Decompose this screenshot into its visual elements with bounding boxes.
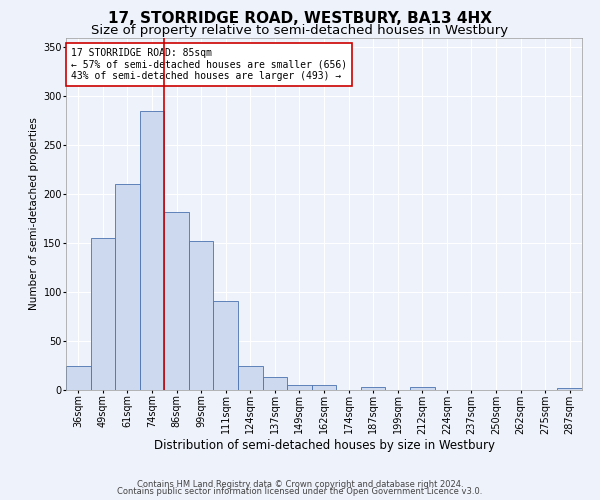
X-axis label: Distribution of semi-detached houses by size in Westbury: Distribution of semi-detached houses by … — [154, 439, 494, 452]
Text: 17, STORRIDGE ROAD, WESTBURY, BA13 4HX: 17, STORRIDGE ROAD, WESTBURY, BA13 4HX — [108, 11, 492, 26]
Bar — [115, 184, 140, 390]
Bar — [557, 388, 582, 390]
Text: Contains HM Land Registry data © Crown copyright and database right 2024.: Contains HM Land Registry data © Crown c… — [137, 480, 463, 489]
Bar — [361, 387, 385, 390]
Bar — [312, 385, 336, 390]
Bar — [263, 378, 287, 390]
Text: 17 STORRIDGE ROAD: 85sqm
← 57% of semi-detached houses are smaller (656)
43% of : 17 STORRIDGE ROAD: 85sqm ← 57% of semi-d… — [71, 48, 347, 82]
Text: Size of property relative to semi-detached houses in Westbury: Size of property relative to semi-detach… — [91, 24, 509, 37]
Bar — [164, 212, 189, 390]
Bar — [140, 111, 164, 390]
Bar — [238, 366, 263, 390]
Y-axis label: Number of semi-detached properties: Number of semi-detached properties — [29, 118, 39, 310]
Bar — [214, 301, 238, 390]
Bar — [66, 366, 91, 390]
Bar — [287, 385, 312, 390]
Bar — [189, 241, 214, 390]
Bar — [410, 387, 434, 390]
Bar — [91, 238, 115, 390]
Text: Contains public sector information licensed under the Open Government Licence v3: Contains public sector information licen… — [118, 487, 482, 496]
